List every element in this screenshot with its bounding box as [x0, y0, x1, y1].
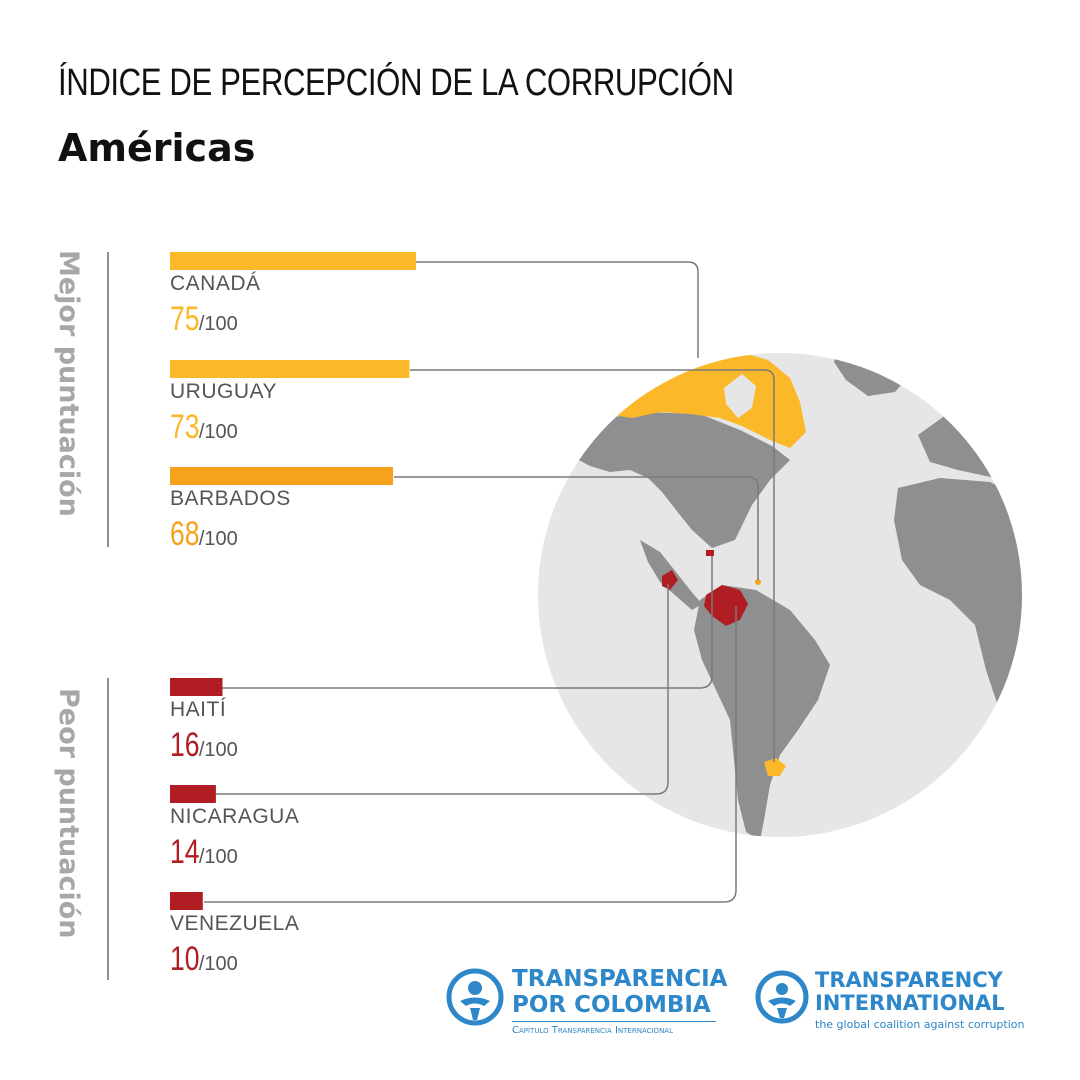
hudson-bay-shape: [724, 374, 756, 418]
tpc-tagline: Capítulo Transparencia Internacional: [512, 1025, 673, 1036]
bar-venezuela: [170, 892, 203, 910]
uruguay-shape: [764, 758, 786, 776]
score-value-nicaragua: 14: [170, 833, 200, 871]
south-america-shape: [694, 585, 830, 837]
logo-transparency-international: TRANSPARENCY INTERNATIONAL the global co…: [755, 970, 1024, 1031]
tpc-name-line1: TRANSPARENCIA: [512, 966, 728, 992]
bar-nicaragua: [170, 785, 216, 803]
score-denominator-canada: /100: [198, 313, 238, 335]
ti-logo-icon: [755, 970, 809, 1024]
bars-layer: [170, 252, 416, 910]
tpc-name-line2: POR COLOMBIA: [512, 992, 711, 1018]
barbados-dot: [755, 579, 761, 585]
score-haiti: 16/100: [170, 726, 238, 765]
score-value-canada: 75: [170, 300, 200, 338]
tpc-logo-icon: [446, 968, 504, 1026]
connector-canada: [416, 261, 699, 358]
connector-nicaragua: [216, 584, 669, 795]
page-title: ÍNDICE DE PERCEPCIÓN DE LA CORRUPCIÓN: [58, 62, 734, 104]
ti-tagline: the global coalition against corruption: [815, 1018, 1025, 1031]
country-label-barbados: BARBADOS: [170, 487, 291, 510]
score-nicaragua: 14/100: [170, 833, 238, 872]
africa-shape: [894, 478, 1022, 712]
score-value-uruguay: 73: [170, 408, 200, 446]
ti-name-line2: INTERNATIONAL: [815, 991, 1005, 1015]
connector-barbados: [394, 476, 759, 580]
score-denominator-uruguay: /100: [198, 421, 238, 443]
connector-haiti: [222, 556, 713, 689]
score-denominator-venezuela: /100: [198, 953, 238, 975]
score-denominator-haiti: /100: [198, 739, 238, 761]
worst-group-rule: [107, 678, 109, 980]
score-value-barbados: 68: [170, 515, 200, 553]
connector-lines: [204, 261, 775, 903]
nicaragua-shape: [662, 570, 678, 590]
score-uruguay: 73/100: [170, 408, 238, 447]
page-subtitle: Américas: [58, 126, 256, 170]
logo-transparencia-por-colombia: TRANSPARENCIA POR COLOMBIA Capítulo Tran…: [446, 968, 727, 1036]
bar-canada: [170, 252, 416, 270]
country-label-uruguay: URUGUAY: [170, 380, 277, 403]
ti-name-line1: TRANSPARENCY: [815, 968, 1003, 992]
score-denominator-nicaragua: /100: [198, 846, 238, 868]
score-denominator-barbados: /100: [198, 528, 238, 550]
bar-uruguay: [170, 360, 410, 378]
connector-uruguay: [410, 369, 775, 762]
score-barbados: 68/100: [170, 515, 238, 554]
country-label-venezuela: VENEZUELA: [170, 912, 300, 935]
north-america-shape: [560, 412, 790, 548]
connector-venezuela: [204, 606, 737, 903]
bar-barbados: [170, 467, 394, 485]
country-label-haiti: HAITÍ: [170, 698, 227, 721]
venezuela-shape: [704, 585, 748, 626]
best-group-rule: [107, 252, 109, 547]
tpc-divider: [512, 1021, 716, 1022]
country-label-nicaragua: NICARAGUA: [170, 805, 300, 828]
score-canada: 75/100: [170, 300, 238, 339]
score-value-haiti: 16: [170, 726, 200, 764]
haiti-shape: [706, 550, 714, 556]
score-value-venezuela: 10: [170, 940, 200, 978]
score-venezuela: 10/100: [170, 940, 238, 979]
country-label-canada: CANADÁ: [170, 272, 261, 295]
bar-haiti: [170, 678, 223, 696]
